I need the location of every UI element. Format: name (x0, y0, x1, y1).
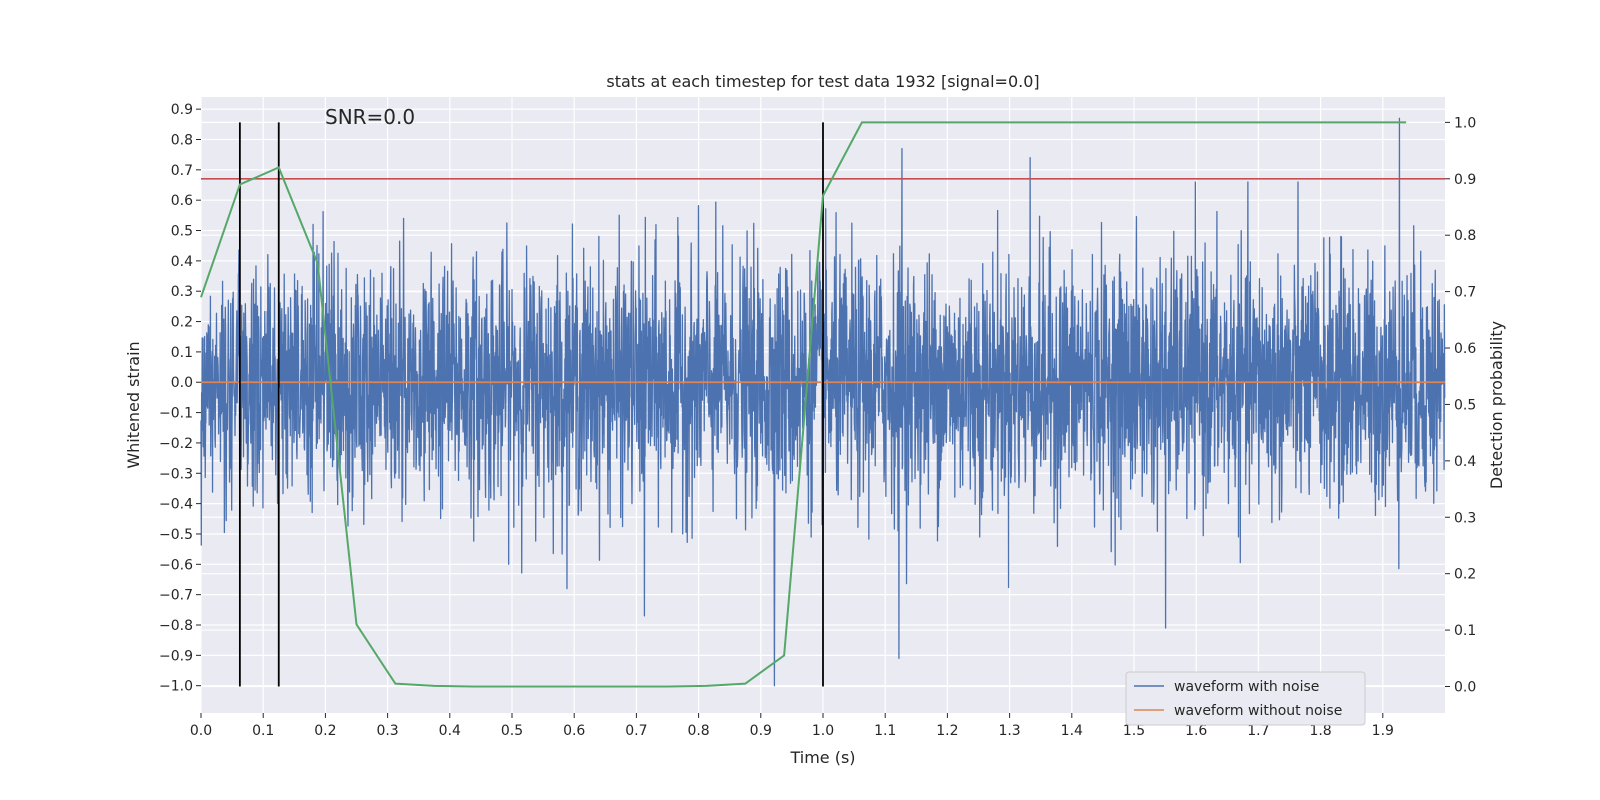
legend: waveform with noise waveform without noi… (1125, 671, 1366, 726)
y-left-tick-label: 0.6 (171, 193, 193, 209)
y-left-tick-label: 0.3 (171, 284, 193, 300)
x-tick-label: 0.9 (750, 723, 772, 739)
x-tick-label: 0.0 (190, 723, 212, 739)
y-left-tick-label: −0.8 (159, 618, 193, 634)
y-left-tick-label: −1.0 (159, 679, 193, 695)
x-tick-label: 1.4 (1061, 723, 1083, 739)
y-left-tick-label: −0.7 (159, 588, 193, 604)
y-left-tick-label: −0.5 (159, 527, 193, 543)
detection-probability-line (200, 121, 1407, 688)
y-right-tick-label: 1.0 (1454, 115, 1476, 131)
y-right-tick-label: 0.5 (1454, 397, 1476, 413)
x-tick-label: 1.5 (1123, 723, 1145, 739)
y-right-tick-label: 0.4 (1454, 454, 1476, 470)
y-left-tick-label: −0.3 (159, 466, 193, 482)
x-tick-label: 1.3 (998, 723, 1020, 739)
y-right-tick-label: 0.9 (1454, 172, 1476, 188)
y-left-tick-label: −0.9 (159, 648, 193, 664)
y-left-tick-label: −0.6 (159, 557, 193, 573)
y-right-tick-label: 0.0 (1454, 679, 1476, 695)
y-left-tick-label: 0.8 (171, 132, 193, 148)
x-axis-label: Time (s) (789, 748, 855, 767)
legend-label-waveform-with-noise: waveform with noise (1174, 679, 1319, 695)
y-axis-right-ticks: 1.0 0.9 0.8 0.7 0.6 0.5 0.4 0.3 0.2 0.1 0.0 (1445, 115, 1476, 695)
y-right-tick-label: 0.6 (1454, 341, 1476, 357)
y-left-tick-label: 0.5 (171, 224, 193, 240)
legend-label-waveform-without-noise: waveform without noise (1174, 703, 1342, 719)
y-left-tick-label: −0.4 (159, 497, 193, 513)
y-axis-right-label: Detection probability (1487, 321, 1506, 489)
detection-probability-path (200, 121, 1407, 688)
x-tick-label: 0.1 (252, 723, 274, 739)
x-tick-label: 0.8 (687, 723, 709, 739)
snr-annotation: SNR=0.0 (325, 105, 415, 129)
x-tick-label: 1.8 (1309, 723, 1331, 739)
x-tick-label: 0.7 (625, 723, 647, 739)
y-axis-left-label: Whitened strain (124, 341, 143, 468)
y-left-tick-label: −0.2 (159, 436, 193, 452)
x-tick-label: 0.5 (501, 723, 523, 739)
detection-markers (238, 122, 824, 687)
y-left-tick-label: 0.9 (171, 102, 193, 118)
x-tick-label: 1.7 (1247, 723, 1269, 739)
y-axis-left-ticks: 0.9 0.8 0.7 0.6 0.5 0.4 0.3 0.2 0.1 0.0 −0.1 −0.2 −0… (159, 102, 201, 695)
x-tick-label: 0.6 (563, 723, 585, 739)
x-axis-ticks: 0.0 0.1 0.2 0.3 0.4 0.5 0.6 0.7 0.8 0.9 1.0 1.1 1.2 1… (190, 713, 1394, 739)
y-right-tick-label: 0.3 (1454, 510, 1476, 526)
x-tick-label: 0.4 (439, 723, 461, 739)
x-tick-label: 1.0 (812, 723, 834, 739)
x-tick-label: 0.2 (314, 723, 336, 739)
x-tick-label: 1.6 (1185, 723, 1207, 739)
x-tick-label: 1.1 (874, 723, 896, 739)
y-right-tick-label: 0.7 (1454, 285, 1476, 301)
y-left-tick-label: −0.1 (159, 406, 193, 422)
y-left-tick-label: 0.7 (171, 163, 193, 179)
y-left-tick-label: 0.0 (171, 375, 193, 391)
y-right-tick-label: 0.2 (1454, 567, 1476, 583)
y-right-tick-label: 0.1 (1454, 623, 1476, 639)
chart-title: stats at each timestep for test data 193… (606, 72, 1039, 91)
y-left-tick-label: 0.2 (171, 315, 193, 331)
y-right-tick-label: 0.8 (1454, 228, 1476, 244)
x-tick-label: 1.2 (936, 723, 958, 739)
x-tick-label: 0.3 (376, 723, 398, 739)
x-tick-label: 1.9 (1372, 723, 1394, 739)
y-left-tick-label: 0.1 (171, 345, 193, 361)
legend-box (1125, 671, 1366, 726)
y-left-tick-label: 0.4 (171, 254, 193, 270)
